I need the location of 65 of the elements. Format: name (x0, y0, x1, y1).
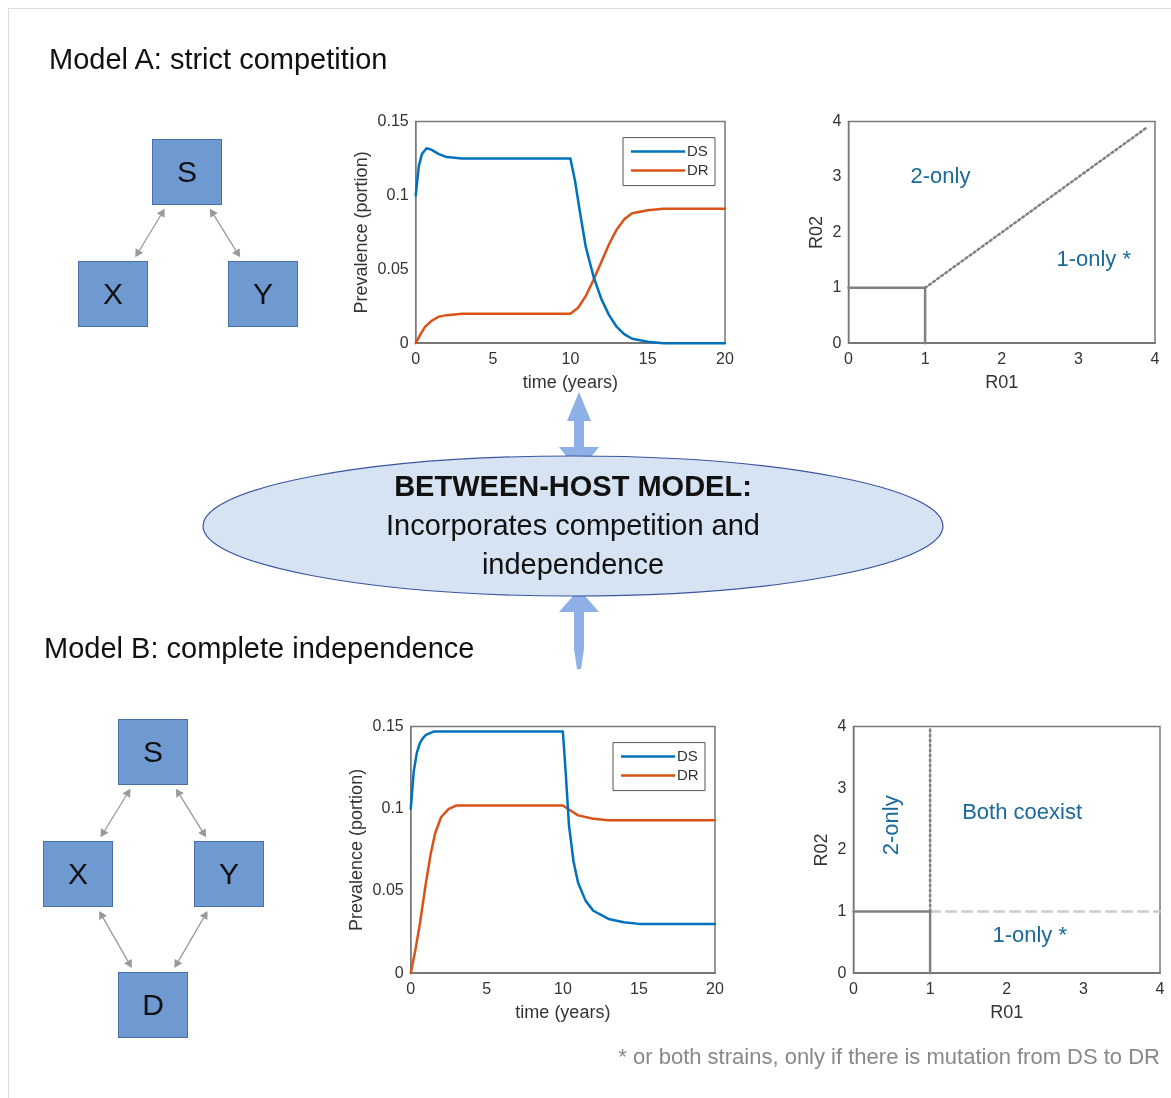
legend-label: DR (687, 160, 709, 178)
text: BETWEEN-HOST MODEL: (393, 469, 753, 504)
text: * or both strains, only if there is mutation from DS to DR (618, 1044, 1160, 1070)
x-tick-label: 10 (561, 350, 580, 368)
annotation: Both coexist (962, 798, 1082, 824)
text: Model A: strict competition (49, 43, 388, 76)
x-tick-label: 3 (1078, 980, 1088, 998)
y-tick-label: 0 (837, 963, 847, 981)
y-tick-label: 0.15 (377, 112, 409, 130)
x-tick-label: 4 (1150, 350, 1160, 368)
x-tick-label: 5 (482, 980, 492, 998)
y-tick-label: 0 (399, 333, 409, 351)
y-axis-title: R02 (810, 833, 831, 867)
y-tick-label: 0.1 (381, 799, 404, 817)
y-tick-label: 2 (832, 222, 842, 240)
y-tick-label: 0 (832, 333, 842, 351)
x-tick-label: 15 (638, 350, 657, 368)
square-node: D (118, 972, 188, 1038)
x-axis-title: R01 (985, 372, 1019, 393)
x-tick-label: 3 (1073, 350, 1083, 368)
x-axis-title: time (years) (515, 1002, 611, 1023)
text: Model B: complete independence (44, 632, 475, 665)
x-axis-title: time (years) (522, 372, 618, 393)
square-node: X (78, 261, 148, 327)
x-tick-label: 2 (997, 350, 1007, 368)
square-node: Y (228, 261, 298, 327)
x-tick-label: 4 (1155, 980, 1165, 998)
y-tick-label: 0 (394, 963, 404, 981)
x-tick-label: 20 (706, 980, 724, 998)
x-tick-label: 1 (925, 980, 935, 998)
x-tick-label: 20 (716, 350, 734, 368)
legend-label: DS (687, 141, 708, 159)
y-tick-label: 0.05 (372, 881, 404, 899)
y-tick-label: 0.1 (386, 185, 409, 203)
annotation: 1-only * (992, 922, 1068, 948)
y-tick-label: 3 (832, 167, 842, 185)
legend-label: DR (677, 765, 699, 783)
text: Incorporates competition and independence (385, 508, 761, 582)
x-axis-title: R01 (990, 1002, 1024, 1023)
square-node: X (43, 841, 113, 907)
y-tick-label: 0.15 (372, 717, 404, 735)
y-tick-label: 1 (837, 901, 847, 919)
annotation: 1-only * (1056, 246, 1132, 272)
annotation: 2-only (877, 795, 903, 856)
square-node: Y (194, 841, 264, 907)
x-tick-label: 0 (411, 350, 421, 368)
square-node: S (118, 719, 188, 785)
legend-label: DS (677, 746, 698, 764)
x-tick-label: 10 (553, 980, 572, 998)
y-tick-label: 4 (832, 112, 842, 130)
y-tick-label: 2 (837, 840, 847, 858)
x-tick-label: 1 (920, 350, 930, 368)
y-tick-label: 0.05 (377, 259, 409, 277)
x-tick-label: 5 (488, 350, 498, 368)
x-tick-label: 15 (630, 980, 648, 998)
y-tick-label: 3 (837, 778, 847, 796)
y-axis-title: R02 (805, 215, 826, 249)
x-tick-label: 0 (849, 980, 859, 998)
y-axis-title: Prevalence (portion) (345, 768, 366, 931)
x-tick-label: 2 (1002, 980, 1012, 998)
square-node: S (152, 139, 222, 205)
y-tick-label: 1 (832, 278, 842, 296)
y-axis-title: Prevalence (portion) (350, 151, 371, 314)
y-tick-label: 4 (837, 717, 847, 735)
annotation: 2-only (910, 163, 971, 189)
